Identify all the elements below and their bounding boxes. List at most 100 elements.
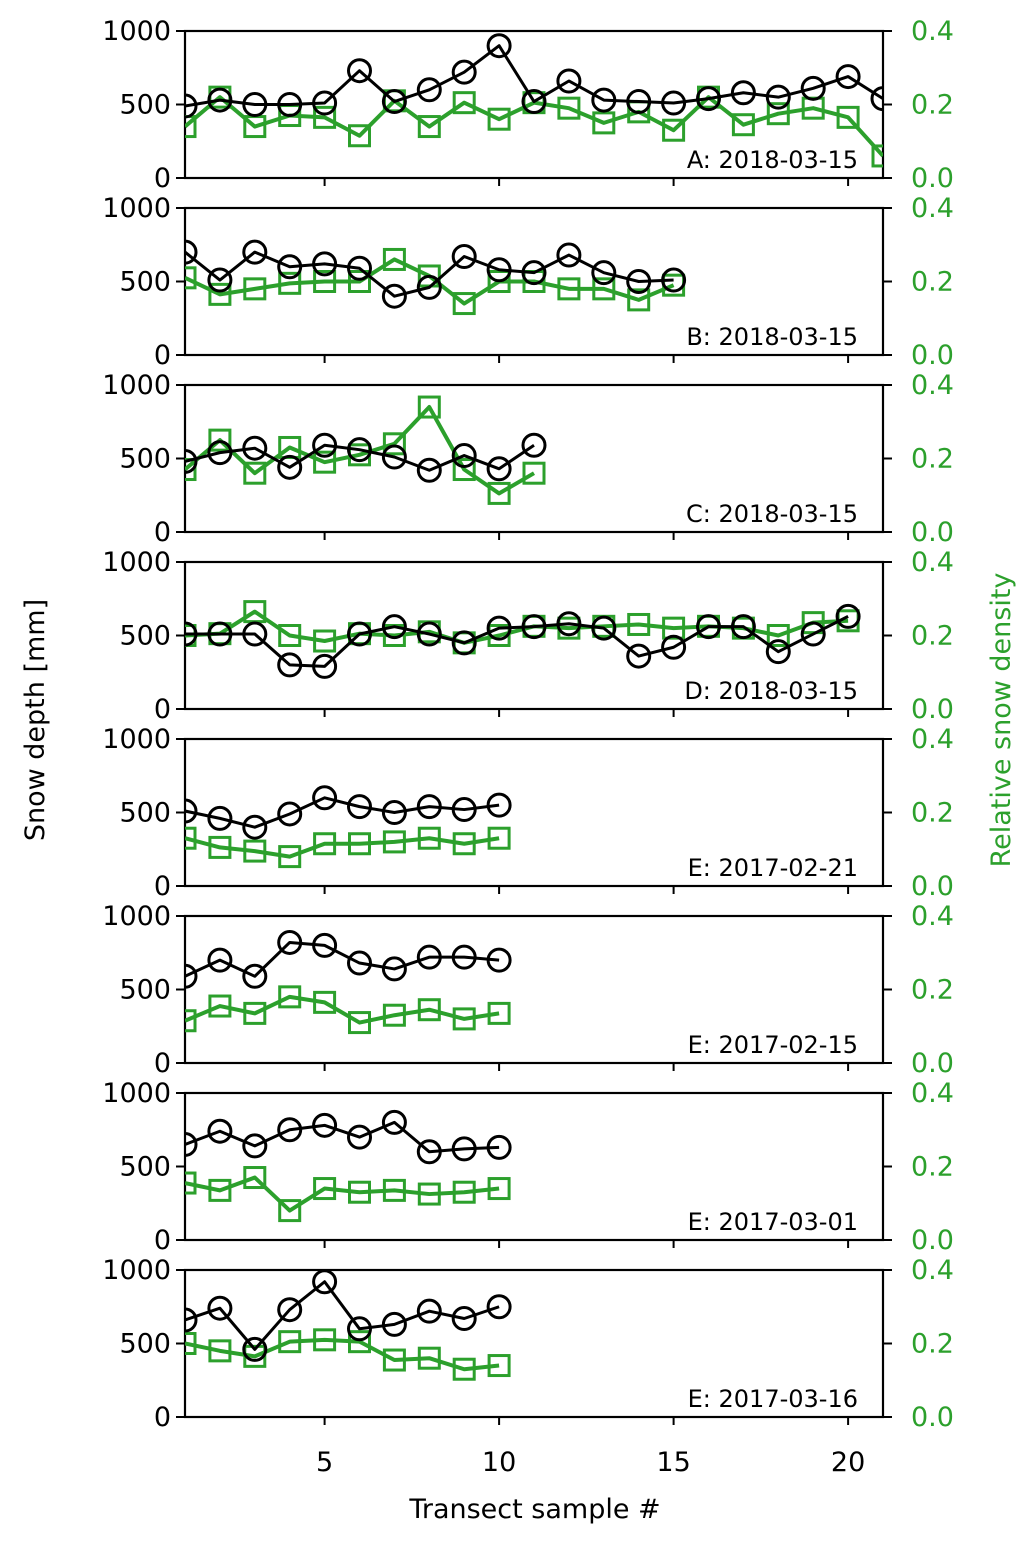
y-tick-label-left: 500 — [119, 90, 171, 121]
density-point — [243, 1166, 267, 1190]
panel-series — [185, 1269, 512, 1381]
panel-series — [185, 1109, 512, 1223]
depth-point — [451, 59, 477, 85]
density-point — [487, 1354, 511, 1378]
depth-point — [416, 621, 442, 647]
y-tick-label-left: 1000 — [102, 1255, 171, 1286]
density-point — [208, 835, 232, 859]
y-tick-label-left: 0 — [154, 1225, 171, 1256]
depth-point — [451, 244, 477, 270]
y-tick-label-left: 1000 — [102, 547, 171, 578]
depth-point — [185, 963, 198, 989]
density-point — [348, 1330, 371, 1354]
depth-line — [185, 1280, 500, 1351]
density-point — [278, 1199, 302, 1223]
density-point — [185, 826, 197, 850]
depth-point — [381, 614, 407, 640]
y-tick-label-right: 0.0 — [911, 694, 954, 725]
depth-point — [207, 1295, 233, 1321]
depth-point — [277, 652, 303, 678]
depth-point — [185, 448, 198, 474]
density-point — [313, 450, 337, 474]
y-tick-label-right: 0.2 — [911, 975, 954, 1006]
depth-point — [312, 1112, 338, 1138]
density-line — [185, 836, 500, 859]
density-point — [731, 113, 755, 137]
density-point — [313, 270, 337, 293]
panel-series — [185, 395, 547, 505]
depth-point — [730, 80, 756, 106]
density-point — [836, 105, 860, 129]
y-tick-label-right: 0.0 — [911, 340, 954, 371]
density-point — [313, 990, 337, 1014]
density-point — [417, 826, 441, 850]
density-point — [417, 1182, 441, 1206]
depth-point — [277, 1297, 303, 1323]
depth-point — [185, 93, 198, 119]
y-tick-label-right: 0.0 — [911, 163, 954, 194]
panel-7: 0 500 1000 0.0 0.2 0.4 E: 2017-03-01 — [102, 1078, 954, 1256]
depth-point — [626, 269, 652, 294]
depth-point — [207, 440, 233, 466]
x-tick-label: 5 — [316, 1447, 333, 1478]
y-tick-label-left: 500 — [119, 267, 171, 298]
density-point — [417, 395, 441, 419]
panel-2: 0 500 1000 0.0 0.2 0.4 B: 2018-03-15 — [102, 193, 954, 371]
panel-series — [185, 785, 512, 869]
depth-point — [347, 950, 372, 976]
depth-point — [381, 956, 407, 982]
depth-point — [207, 805, 233, 831]
density-point — [208, 994, 232, 1018]
y-tick-label-right: 0.0 — [911, 871, 954, 902]
density-point — [278, 271, 302, 295]
depth-point — [312, 785, 338, 811]
x-tick-label: 20 — [831, 1447, 865, 1478]
y-tick-label-left: 0 — [154, 163, 171, 194]
depth-point — [835, 603, 861, 629]
density-point — [766, 624, 790, 647]
depth-line — [185, 250, 674, 298]
panel-3: 0 500 1000 0.0 0.2 0.4 C: 2018-03-15 — [102, 370, 954, 548]
depth-line — [185, 615, 849, 668]
depth-point — [661, 634, 687, 660]
density-point — [278, 985, 302, 1009]
depth-point — [207, 267, 233, 293]
density-point — [627, 288, 651, 312]
y-tick-label-left: 1000 — [102, 901, 171, 932]
depth-point — [521, 614, 547, 640]
density-point — [208, 282, 232, 306]
depth-point — [381, 1109, 407, 1135]
density-point — [243, 1001, 267, 1025]
density-point — [313, 1177, 337, 1201]
y-tick-label-left: 500 — [119, 1152, 171, 1183]
density-point — [557, 96, 581, 120]
density-point — [452, 1357, 476, 1381]
depth-point — [556, 68, 582, 94]
depth-point — [347, 794, 372, 820]
depth-point — [451, 944, 477, 970]
depth-point — [486, 615, 512, 641]
depth-point — [451, 630, 477, 656]
density-line — [185, 1337, 500, 1372]
depth-point — [591, 87, 617, 113]
depth-point — [521, 89, 547, 115]
depth-point — [277, 929, 303, 955]
depth-point — [277, 454, 303, 480]
density-point — [417, 115, 441, 139]
density-point — [208, 1339, 232, 1363]
density-point — [452, 1007, 476, 1031]
depth-point — [451, 443, 477, 469]
density-point — [487, 270, 511, 293]
depth-point — [486, 792, 512, 818]
panel-8: 0 500 1000 0.0 0.2 0.4 E: 2017-03-16 — [102, 1255, 954, 1433]
y-tick-label-right: 0.2 — [911, 1329, 954, 1360]
depth-point — [521, 432, 547, 458]
density-point — [278, 1330, 302, 1354]
depth-point — [242, 621, 268, 647]
y-tick-label-left: 0 — [154, 1402, 171, 1433]
depth-point — [277, 254, 303, 280]
density-point — [452, 91, 476, 115]
depth-point — [312, 1269, 338, 1295]
y-tick-label-right: 0.2 — [911, 444, 954, 475]
y-tick-label-left: 1000 — [102, 1078, 171, 1109]
